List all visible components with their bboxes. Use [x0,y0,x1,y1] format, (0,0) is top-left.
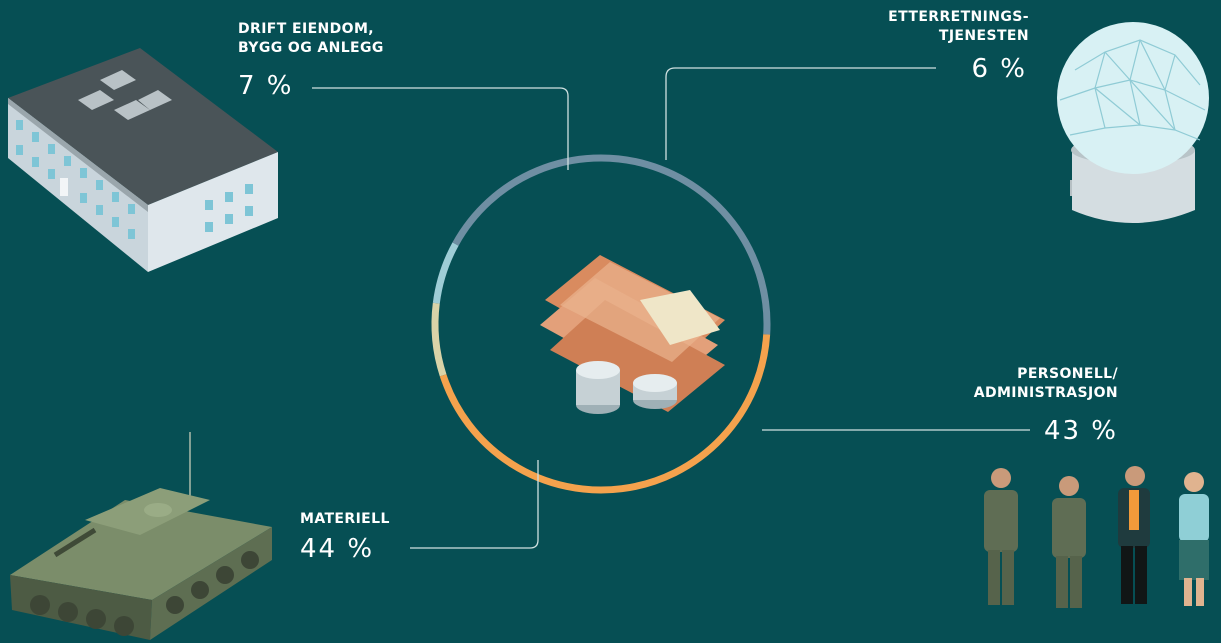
slice-label-drift: DRIFT EIENDOM, BYGG OG ANLEGG [238,21,384,56]
personnel-group-icon [984,466,1209,608]
slice-value-materiell: 44 % [300,534,375,564]
ring-segment-drift [431,302,447,377]
money-banknotes-coins-icon [540,255,725,414]
radar-dome-icon [1057,22,1209,223]
slice-value-personell: 43 % [1043,416,1118,446]
ring-segment-materiell [439,334,771,494]
donut-ring [431,154,771,494]
leader-lines [312,67,1030,549]
ring-segment-etterretning [432,242,459,304]
slice-value-etterretning: 6 % [971,54,1027,84]
armored-vehicle-icon [10,432,272,640]
leader-line-etterretning [665,67,936,160]
leader-line-drift [312,87,569,170]
leader-line-materiell [410,460,539,549]
slice-value-drift: 7 % [238,71,294,101]
office-building-icon [8,48,278,272]
slice-label-etterretning: ETTERRETNINGS- TJENESTEN [888,9,1029,44]
slice-label-personell: PERSONELL/ ADMINISTRASJON [973,366,1118,401]
ring-segment-personell [452,154,771,335]
slice-label-materiell: MATERIELL [300,511,390,527]
